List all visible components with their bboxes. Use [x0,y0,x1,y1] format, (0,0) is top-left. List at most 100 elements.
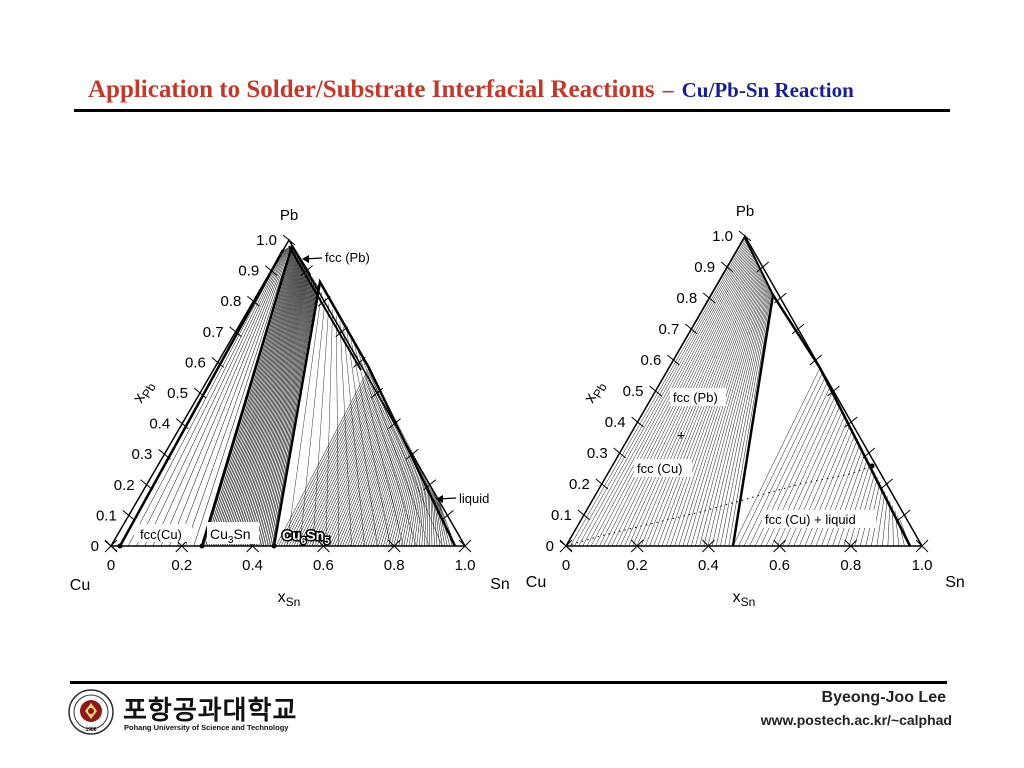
institution-name-korean: 포항공과대학교 [123,695,298,725]
tie-line-fcc-cu-liquid [882,496,888,547]
tie-line-liquid-fan [314,397,385,547]
tie-line-fcc-cu3sn [144,248,286,547]
tie-line-fcc-cu-fcc-pb [653,267,760,547]
tie-line-cu3sn-cu6sn5 [255,275,312,547]
corner-label-pb-right: Pb [736,203,754,220]
tie-line-cu3sn-cu6sn5 [244,269,308,547]
bottom-tick [559,539,573,553]
title-subtitle: Cu/Pb-Sn Reaction [681,78,854,102]
tie-line-fcc-cu-liquid [876,491,886,547]
left-tick [684,323,698,335]
tie-line-cu6sn5-liquid [343,326,365,547]
bottom-tick-label: 0 [107,557,115,574]
tie-line-liquid-fan [344,420,397,547]
left-tick-label: 0.7 [658,321,679,338]
tie-line-fcc-cu-fcc-pb [699,283,768,547]
tie-line-liquid-fan [393,457,416,547]
tie-line-fcc-cu-liquid [743,377,826,547]
tie-line-cu3sn-cu6sn5 [252,273,311,547]
tie-line-fcc-cu-liquid [810,434,856,547]
tie-line-fcc-cu3sn [193,246,292,547]
diagram-right: Pb Cu Sn fcc (Pb) + fcc (Cu) fcc (Cu) + … [526,203,965,609]
tie-line-liquid-fan [388,454,414,547]
right-tick [844,416,858,428]
tie-line-fcc-cu-fcc-pb [703,284,769,547]
tie-line-cu6sn5-liquid [286,291,322,547]
bottom-tick-label: 0.6 [769,557,790,574]
author-name: Byeong-Joo Lee [821,689,946,706]
left-tick [649,385,662,397]
bottom-tick-label: 0.2 [171,557,192,574]
tie-line-cu3sn-cu6sn5 [234,263,304,547]
tie-line-liquid-fan [378,446,410,547]
right-tick [880,478,893,490]
tie-line-cu3sn-cu6sn5 [259,277,314,547]
right-tick [370,387,384,399]
tie-line-fcc-cu-fcc-pb [674,274,764,547]
tie-line-liquid-fan [280,371,372,547]
tie-line-liquid-fan [436,499,448,547]
left-tick-label: 1.0 [712,228,733,245]
tie-line-liquid-fan [311,395,384,547]
right-tick [423,479,437,491]
tie-line-cu3sn-cu6sn5 [205,247,294,547]
tie-line-liquid-fan [406,467,421,547]
tie-line-liquid-fan [321,403,388,547]
left-tick [595,478,609,490]
tie-line-cu3sn-cu6sn5 [264,280,316,547]
title-dash: – [662,77,674,102]
corner-label-cu-right: Cu [526,574,546,591]
tie-line-fcc-cu-fcc-pb [724,292,772,547]
pb-boundary-right [744,237,774,296]
bottom-tick [458,539,472,553]
tie-line-fcc-cu-liquid [738,372,823,547]
tie-line-liquid-fan [395,459,417,547]
left-tick-label: 0.5 [623,383,644,400]
axis-label-xpb-left: xPb [130,377,159,407]
tie-line-liquid-fan [301,387,380,547]
title-rule [74,109,950,112]
tie-line-fcc-cu-fcc-pb [678,276,765,547]
label-fcc-cu-left: fcc(Cu) [140,527,182,542]
left-tick [211,357,225,368]
tie-line-cu3sn-cu6sn5 [246,270,309,547]
left-tick-label: 0.4 [605,414,626,431]
tie-line-fcc-cu-fcc-pb [720,290,772,547]
tie-line-liquid-fan [383,450,412,547]
left-tick-label: 0.8 [221,293,242,310]
tie-line-liquid-fan [360,432,403,547]
seal-year: 1986 [85,727,96,733]
left-tick-label: 0.7 [203,324,224,341]
tie-line-cu3sn-cu6sn5 [225,258,301,547]
point-fcc-cu-left [117,543,123,549]
tie-line-cu3sn-cu6sn5 [210,250,296,547]
tie-line-fcc-cu-fcc-pb [661,270,762,547]
tie-line-cu3sn-cu6sn5 [243,268,308,547]
tie-line-cu3sn-cu6sn5 [228,260,303,547]
left-tick-label: 0.8 [676,290,697,307]
tie-line-liquid-fan [416,475,426,547]
tie-line-liquid-fan [408,469,422,547]
tie-line-cu6sn5-liquid [336,315,339,547]
right-tick [441,510,454,521]
bottom-tick-label: 0.4 [698,557,719,574]
tie-line-fcc-cu-liquid [804,429,853,547]
tie-line-cu3sn-cu6sn5 [221,256,300,547]
bottom-tick-label: 1.0 [912,557,933,574]
tie-line-liquid-fan [339,416,395,547]
right-tick [388,418,401,429]
right-tick [300,265,313,276]
tie-line-cu6sn5-liquid [354,344,404,547]
tie-line-liquid-fan [357,430,402,547]
tie-line-liquid-fan [370,440,407,547]
tie-line-liquid-fan [367,438,406,547]
tie-line-liquid-fan [355,428,401,547]
tie-line-liquid-fan [365,436,405,547]
tie-line-cu3sn-cu6sn5 [248,271,310,547]
tie-line-fcc-cu3sn [185,246,291,547]
label-fcc-cu-right: fcc (Cu) [637,461,683,476]
left-tick [720,261,734,273]
right-tick [353,357,366,368]
bottom-tick [773,539,786,553]
